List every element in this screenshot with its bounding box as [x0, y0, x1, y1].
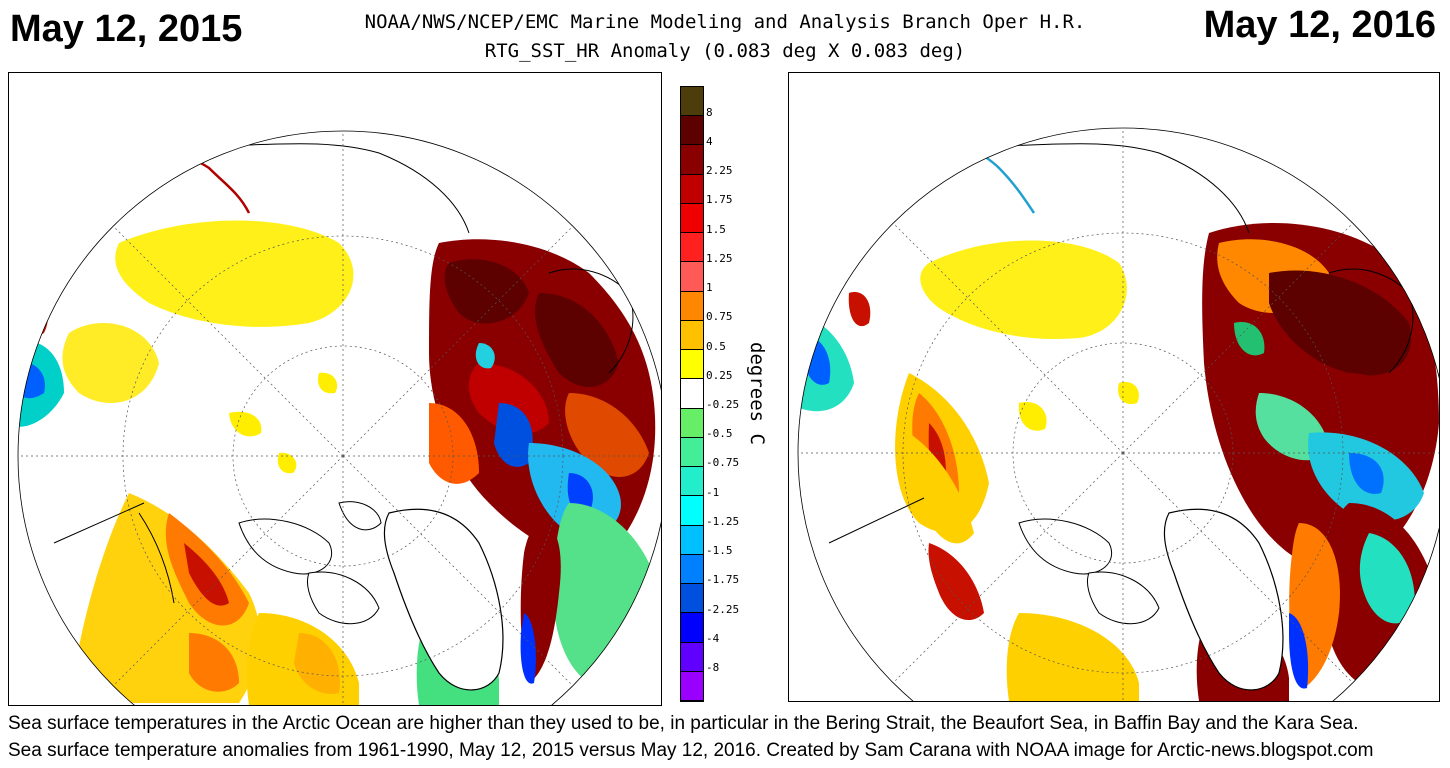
colorbar-segment: [681, 613, 703, 643]
colorbar-segment: [681, 174, 703, 204]
colorbar-segment: [681, 116, 703, 146]
colorbar-segment: [681, 262, 703, 292]
colorbar-tick-label: -0.75: [706, 456, 740, 470]
colorbar-segment: [681, 584, 703, 614]
colorbar-segment: [681, 379, 703, 409]
map-2016-canvas: [797, 127, 1439, 701]
colorbar-segment: [681, 233, 703, 263]
colorbar-tick-label: -0.25: [706, 398, 740, 411]
colorbar-tick-label: -1.5: [706, 544, 733, 558]
date-2016-title: May 12, 2016: [1203, 4, 1436, 46]
map-2015: [8, 72, 662, 706]
colorbar-segment: [681, 145, 703, 175]
colorbar-tick-label: -0.5: [706, 427, 733, 441]
colorbar-unit-label: degrees C: [746, 342, 768, 445]
colorbar-segment: [681, 87, 703, 117]
colorbar-segment: [681, 350, 703, 380]
colorbar-tick-label: 4: [706, 134, 713, 148]
colorbar-tick-label: -1.75: [706, 573, 740, 587]
colorbar: [680, 86, 704, 702]
colorbar-segment: [681, 496, 703, 526]
colorbar-tick-label: 1.75: [706, 193, 733, 207]
colorbar-segment: [681, 408, 703, 438]
map-header: NOAA/NWS/NCEP/EMC Marine Modeling and An…: [310, 8, 1140, 66]
colorbar-tick-label: 1.5: [706, 222, 726, 236]
header-line-2: RTG_SST_HR Anomaly (0.083 deg X 0.083 de…: [484, 40, 966, 62]
colorbar-segment: [681, 467, 703, 497]
colorbar-tick-label: 1: [706, 281, 713, 295]
colorbar-tick-label: -1.25: [706, 514, 740, 528]
figure-caption: Sea surface temperatures in the Arctic O…: [8, 710, 1448, 764]
map-2015-canvas: [17, 130, 661, 705]
header-line-1: NOAA/NWS/NCEP/EMC Marine Modeling and An…: [364, 11, 1086, 33]
colorbar-tick-label: 8: [706, 105, 713, 119]
colorbar-segment: [681, 320, 703, 351]
colorbar-segment: [681, 437, 703, 468]
colorbar-tick-label: 0.75: [706, 310, 733, 324]
map-2016: [788, 72, 1440, 702]
caption-line-2: Sea surface temperature anomalies from 1…: [8, 740, 1374, 761]
colorbar-segment: [681, 291, 703, 321]
colorbar-tick-label: 1.25: [706, 251, 733, 265]
colorbar-segment: [681, 525, 703, 555]
colorbar-segment: [681, 642, 703, 672]
colorbar-tick-label: -4: [706, 631, 720, 645]
colorbar-tick-label: 0.25: [706, 368, 733, 382]
colorbar-tick-label: 0.5: [706, 339, 726, 353]
colorbar-segment: [681, 203, 703, 234]
colorbar-tick-label: -2.25: [706, 602, 740, 616]
date-2015-title: May 12, 2015: [10, 8, 243, 50]
colorbar-segment: [681, 671, 703, 701]
colorbar-segment: [681, 554, 703, 585]
caption-line-1: Sea surface temperatures in the Arctic O…: [8, 713, 1359, 734]
colorbar-tick-label: -8: [706, 661, 720, 675]
colorbar-tick-label: 2.25: [706, 164, 733, 178]
colorbar-tick-label: -1: [706, 485, 720, 499]
